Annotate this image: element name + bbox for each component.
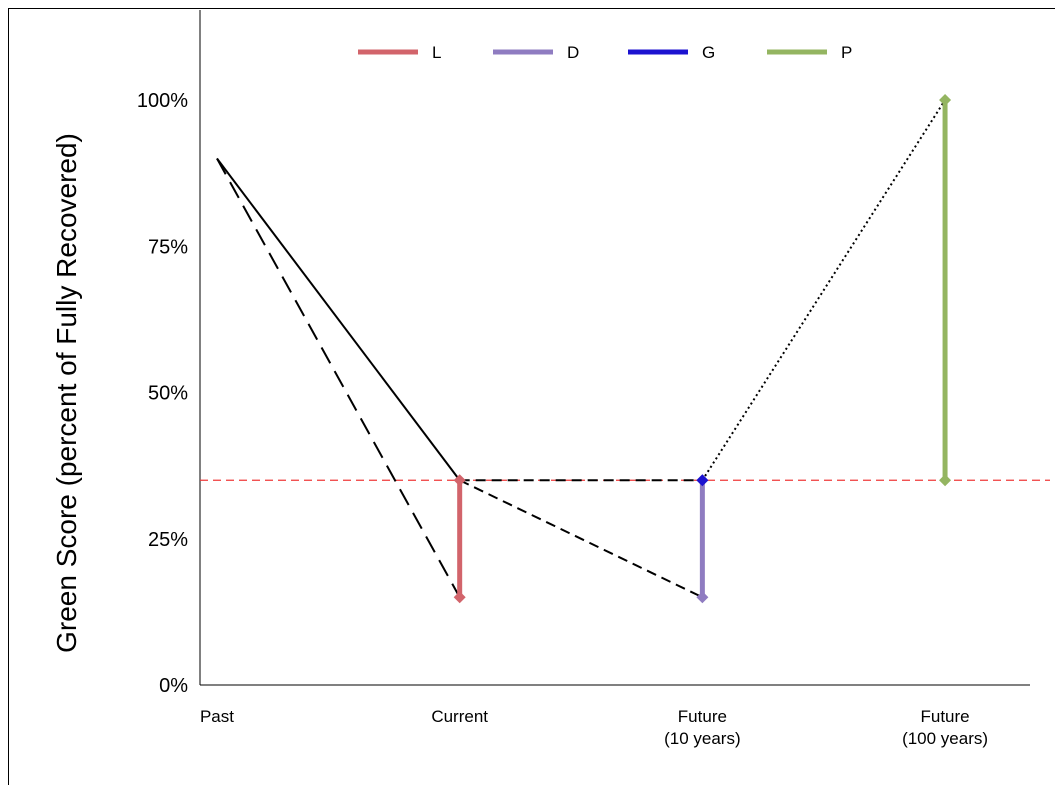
x-tick-label: Current — [431, 707, 488, 726]
y-tick-label: 0% — [159, 675, 188, 697]
x-tick-label: Future (10 years) — [664, 707, 741, 748]
range-marker-bottom-L — [453, 591, 466, 604]
legend-label-P: P — [841, 43, 852, 62]
trajectory-dotted — [701, 99, 946, 481]
range-marker-bottom-P — [939, 474, 952, 487]
legend-label-G: G — [702, 43, 715, 62]
y-tick-label: 100% — [137, 90, 188, 112]
range-marker-top-P — [939, 94, 952, 106]
legend-label-L: L — [432, 43, 441, 62]
y-axis-label: Green Score (percent of Fully Recovered) — [51, 133, 82, 653]
x-tick-label: Past — [200, 707, 234, 726]
range-marker-bottom-D — [696, 591, 709, 604]
range-marker-top-G — [696, 474, 709, 487]
trajectory-long-dash — [216, 158, 461, 598]
chart-frame — [8, 8, 1055, 785]
y-tick-label: 75% — [148, 236, 188, 258]
trajectory-solid — [216, 157, 461, 481]
x-tick-label: Future (100 years) — [902, 707, 988, 748]
trajectory-dashed — [459, 479, 703, 599]
y-tick-label: 50% — [148, 383, 188, 405]
y-tick-label: 25% — [148, 529, 188, 551]
range-marker-top-L — [453, 474, 466, 487]
legend-label-D: D — [567, 43, 579, 62]
